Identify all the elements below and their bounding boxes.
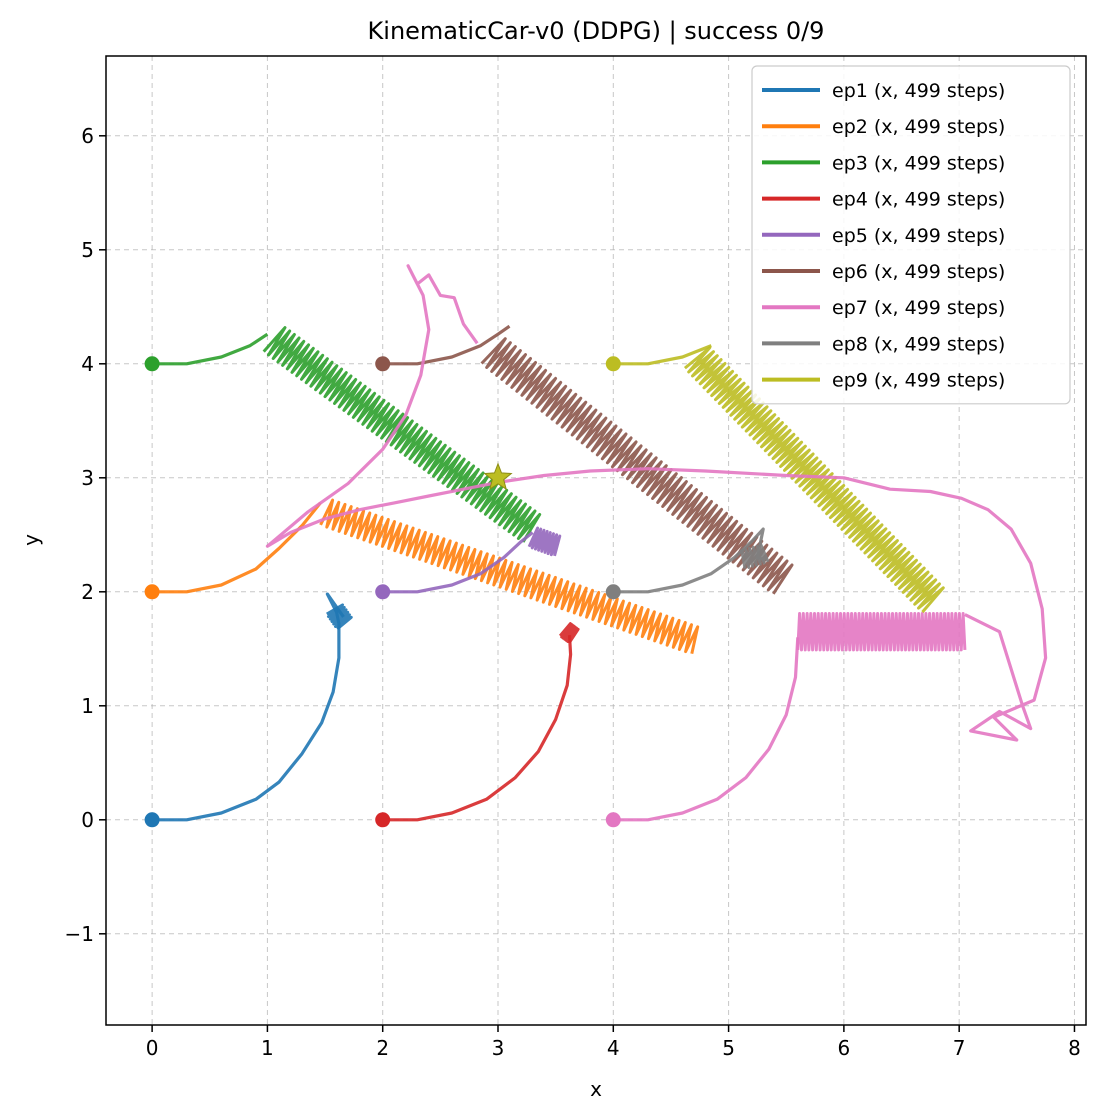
y-tick-label: 2 <box>81 580 94 604</box>
ep1-oscillation-line <box>326 603 353 631</box>
ep5-oscillation-line <box>527 526 562 557</box>
y-tick-label: −1 <box>65 922 94 946</box>
ep9-oscillation-line <box>683 346 945 614</box>
ep5-start-point <box>375 584 391 600</box>
legend-label-ep4: ep4 (x, 499 steps) <box>832 189 1005 211</box>
legend-label-ep1: ep1 (x, 499 steps) <box>832 80 1005 102</box>
grid-lines <box>106 56 1086 1025</box>
y-tick-label: 5 <box>81 238 94 262</box>
ep4-trajectory-line <box>382 635 573 822</box>
axis-ticks: 0 1 2 3 4 5 6 7 8 −1 0 1 2 3 4 5 6 <box>65 124 1081 1060</box>
ep8-oscillation-line <box>740 543 770 569</box>
ep1-start-point <box>144 812 160 828</box>
ep9-trajectory-line <box>613 344 712 366</box>
plot-frame <box>105 55 1087 1026</box>
ep3-trajectory-line <box>152 332 269 366</box>
ep9-start-point <box>605 356 621 372</box>
ep5-trajectory-line <box>382 531 534 594</box>
ep7-loop-trajectory-line <box>265 264 1048 742</box>
ep2-oscillation-line <box>319 498 700 655</box>
x-tick-label: 7 <box>953 1036 966 1060</box>
ep7-trajectory-line <box>613 637 800 822</box>
chart-title: KinematicCar-v0 (DDPG) | success 0/9 <box>368 17 825 45</box>
legend-box <box>751 65 1071 405</box>
ep1-trajectory-line <box>152 592 345 822</box>
y-tick-label: 1 <box>81 694 94 718</box>
x-tick-label: 4 <box>607 1036 620 1060</box>
legend-label-ep3: ep3 (x, 499 steps) <box>832 152 1005 174</box>
ep4-oscillation-line <box>558 622 580 644</box>
legend-label-ep9: ep9 (x, 499 steps) <box>832 370 1005 392</box>
legend-label-ep2: ep2 (x, 499 steps) <box>832 116 1005 138</box>
legend: ep1 (x, 499 steps) ep2 (x, 499 steps) ep3 … <box>751 65 1071 405</box>
x-tick-label: 0 <box>146 1036 159 1060</box>
ep6-start-point <box>375 356 391 372</box>
y-tick-label: 0 <box>81 808 94 832</box>
x-axis-label: x <box>590 1077 602 1101</box>
y-tick-label: 4 <box>81 352 94 376</box>
legend-label-ep8: ep8 (x, 499 steps) <box>832 333 1005 355</box>
x-tick-label: 3 <box>492 1036 505 1060</box>
legend-label-ep7: ep7 (x, 499 steps) <box>832 297 1005 319</box>
plot-area <box>144 264 1048 828</box>
ep7-start-point <box>605 812 621 828</box>
ep4-start-point <box>375 812 391 828</box>
legend-label-ep6: ep6 (x, 499 steps) <box>832 261 1005 283</box>
ep8-start-point <box>605 584 621 600</box>
ep2-start-point <box>144 584 160 600</box>
x-tick-label: 1 <box>261 1036 274 1060</box>
goal-star-marker <box>483 462 513 491</box>
x-tick-label: 5 <box>722 1036 735 1060</box>
ep7-oscillation-line <box>796 612 967 652</box>
ep6-oscillation-line <box>480 337 794 595</box>
ep3-oscillation-line <box>262 326 542 543</box>
x-tick-label: 8 <box>1068 1036 1081 1060</box>
ep6-trajectory-line <box>382 324 511 366</box>
y-tick-label: 6 <box>81 124 94 148</box>
ep2-trajectory-line <box>152 501 322 594</box>
y-axis-label: y <box>19 534 43 546</box>
x-tick-label: 6 <box>838 1036 851 1060</box>
x-tick-label: 2 <box>376 1036 389 1060</box>
legend-label-ep5: ep5 (x, 499 steps) <box>832 225 1005 247</box>
ep3-start-point <box>144 356 160 372</box>
y-tick-label: 3 <box>81 466 94 490</box>
